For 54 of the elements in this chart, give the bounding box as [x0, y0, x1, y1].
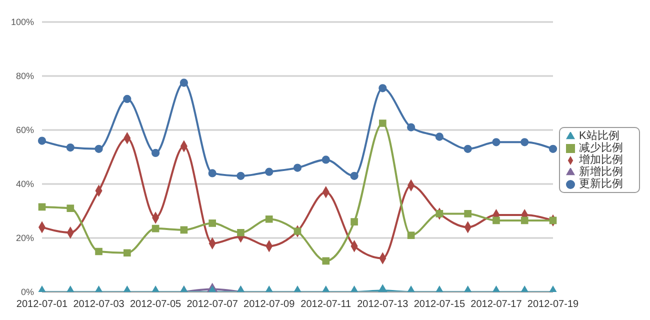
x-tick-label: 2012-07-01: [16, 299, 68, 310]
point: [379, 120, 386, 127]
x-tick-label: 2012-07-15: [414, 299, 466, 310]
point: [407, 232, 415, 239]
point: [435, 132, 444, 141]
legend-label: 增加比例: [579, 154, 623, 166]
point: [265, 215, 273, 223]
point: [520, 138, 529, 146]
point: [66, 204, 74, 212]
y-tick-label: 80%: [16, 71, 34, 82]
point: [294, 228, 302, 235]
x-tick-label: 2012-07-17: [470, 299, 522, 310]
y-tick-label: 100%: [10, 17, 34, 28]
x-tick-label: 2012-07-19: [527, 299, 580, 310]
point: [322, 156, 330, 164]
point: [152, 224, 160, 232]
point: [265, 168, 274, 176]
point: [293, 164, 302, 172]
point: [492, 138, 500, 146]
legend-label: 更新比例: [579, 178, 623, 190]
y-tick-label: 40%: [16, 179, 34, 190]
point: [549, 216, 557, 224]
y-tick-label: 60%: [16, 125, 34, 136]
x-tick-label: 2012-07-07: [186, 299, 238, 310]
point: [237, 228, 244, 236]
point: [548, 144, 558, 153]
legend-label: 新增比例: [579, 166, 623, 178]
point: [180, 226, 188, 234]
point: [94, 144, 103, 153]
x-tick-label: 2012-07-09: [244, 299, 296, 310]
x-tick-label: 2012-07-13: [357, 299, 409, 310]
point: [464, 144, 472, 153]
point: [492, 216, 500, 224]
point: [406, 123, 416, 132]
legend-label: 减少比例: [579, 142, 623, 154]
legend-label: K站比例: [579, 130, 620, 142]
point: [38, 203, 46, 211]
point: [436, 210, 444, 218]
point: [151, 148, 160, 158]
point: [464, 210, 472, 218]
point: [350, 218, 358, 226]
y-tick-label: 20%: [16, 233, 34, 244]
point: [208, 169, 216, 178]
x-tick-label: 2012-07-03: [73, 299, 125, 310]
point: [208, 219, 216, 227]
point: [350, 172, 358, 180]
x-tick-label: 2012-07-05: [130, 299, 182, 310]
point: [66, 143, 74, 152]
x-tick-label: 2012-07-11: [300, 299, 352, 310]
point: [236, 172, 245, 180]
y-tick-label: 0%: [20, 287, 34, 298]
point: [520, 216, 528, 224]
point: [123, 94, 132, 104]
point: [38, 136, 46, 145]
